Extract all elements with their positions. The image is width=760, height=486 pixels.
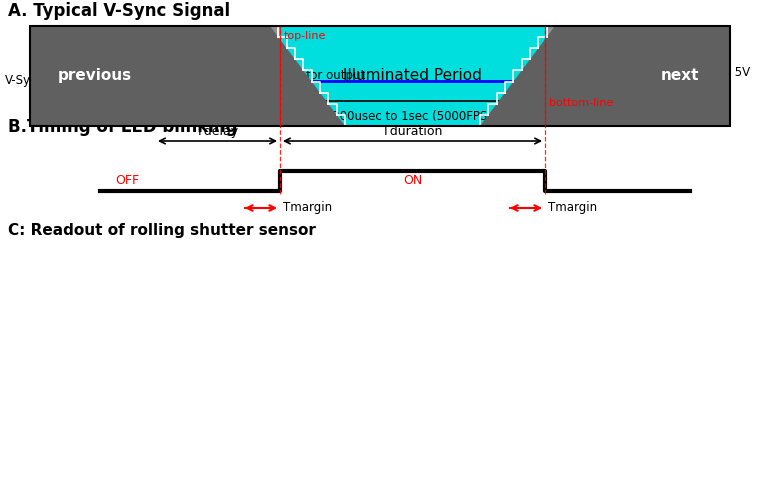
Polygon shape — [480, 26, 730, 126]
Text: next: next — [660, 69, 699, 84]
Text: C: Readout of rolling shutter sensor: C: Readout of rolling shutter sensor — [8, 223, 316, 238]
Text: ON: ON — [403, 174, 422, 188]
Text: A. Typical V-Sync Signal: A. Typical V-Sync Signal — [8, 2, 230, 20]
Bar — [30, 26, 730, 126]
Text: bottom-line: bottom-line — [549, 98, 613, 108]
Text: Tw>1usec: for Input: Tw>1usec: for Input — [159, 40, 277, 53]
Text: Tduration: Tduration — [382, 125, 442, 138]
Text: Tdelay: Tdelay — [196, 125, 239, 138]
Text: Tmargin: Tmargin — [548, 202, 597, 214]
Text: Illuminated Period: Illuminated Period — [343, 69, 482, 84]
Text: top-line: top-line — [284, 31, 326, 41]
Text: B.Timing of LED blinking: B.Timing of LED blinking — [8, 118, 237, 136]
Bar — [30, 26, 730, 126]
Polygon shape — [30, 26, 345, 126]
Text: V-Sync: V-Sync — [5, 74, 45, 87]
Text: Tframe=200usec to 1sec (5000FPS to 1FPS): Tframe=200usec to 1sec (5000FPS to 1FPS) — [280, 110, 540, 123]
Bar — [280, 26, 545, 126]
Text: Tmargin: Tmargin — [283, 202, 332, 214]
Text: Tw=Tframe/100 for output: Tw=Tframe/100 for output — [209, 69, 366, 83]
Text: OFF: OFF — [115, 174, 139, 187]
Text: previous: previous — [58, 69, 132, 84]
Text: 3V to 5V: 3V to 5V — [700, 66, 750, 79]
